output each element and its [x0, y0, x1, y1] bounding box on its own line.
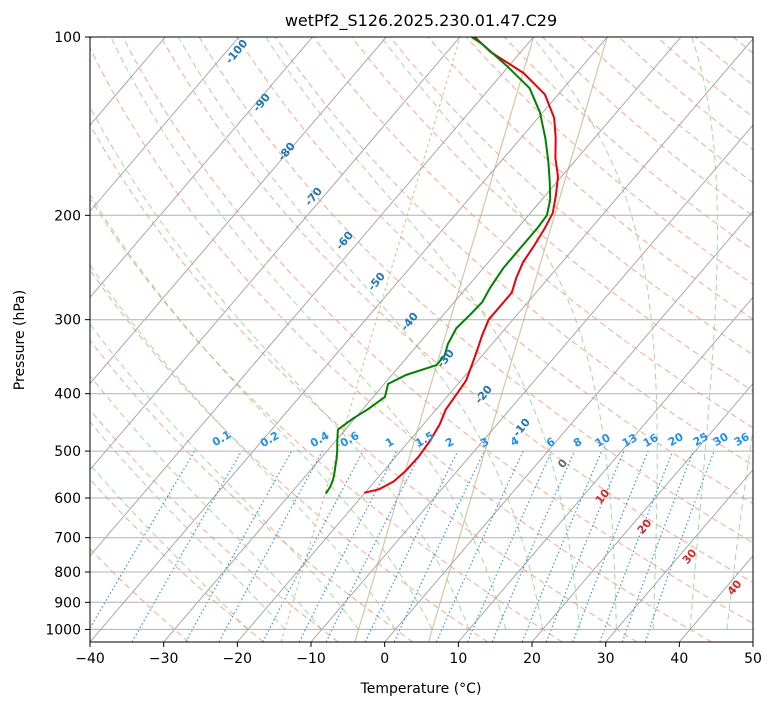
dry-adiabat-line [90, 548, 190, 642]
dry-adiabat-line [90, 269, 488, 642]
moist-adiabat-line [380, 37, 617, 630]
mixing-ratio-line [325, 450, 423, 642]
isotherm-line [310, 124, 753, 642]
mixing-ratio-line [262, 450, 364, 642]
moist-adiabat-line [178, 37, 544, 630]
tan-reference-line [280, 37, 461, 642]
dry-adiabat-line [122, 37, 753, 624]
isotherm-line [90, 37, 240, 212]
isotherm-line [90, 37, 461, 471]
y-tick-label: 100 [54, 30, 81, 46]
temperature-profile-line [363, 37, 559, 494]
x-tick-label: 20 [523, 651, 541, 667]
y-tick-label: 300 [54, 313, 81, 329]
mixing-ratio-line [621, 450, 694, 642]
isotherm-line [236, 38, 753, 642]
isotherm-line [90, 37, 387, 385]
isotherm-line [531, 382, 753, 642]
y-axis: 100 200 300 400 500 600 700 800 900 1000 [45, 30, 90, 638]
y-tick-label: 400 [54, 387, 81, 403]
moist-adiabat-line [90, 421, 286, 630]
isotherm-line [90, 37, 534, 557]
x-tick-label: −30 [149, 651, 179, 667]
dry-adiabat-line [313, 37, 753, 429]
dry-adiabat-line [90, 478, 264, 642]
x-axis: −40 −30 −20 −10 0 10 20 30 40 50 [75, 642, 762, 667]
y-tick-label: 700 [54, 531, 81, 547]
y-axis-label: Pressure (hPa) [12, 290, 28, 390]
y-tick-label: 200 [54, 208, 81, 224]
moist-adiabat-line [90, 374, 323, 630]
isotherm-line [163, 37, 682, 642]
moist-adiabat-line [90, 323, 359, 630]
sounding-series [324, 37, 559, 495]
mixing-ratio-line [185, 450, 293, 642]
y-tick-label: 800 [54, 565, 81, 581]
isotherm-line [90, 37, 313, 299]
x-tick-label: 50 [744, 651, 762, 667]
y-tick-label: 500 [54, 444, 81, 460]
dry-adiabat-line [198, 37, 753, 544]
moist-adiabat-line [90, 463, 249, 630]
dry-adiabat-line [389, 37, 753, 356]
isotherm-line [605, 469, 753, 642]
plot-frame [89, 36, 754, 643]
mixing-ratio-line [644, 450, 715, 642]
x-tick-label: −40 [75, 651, 105, 667]
isotherm-line [90, 37, 608, 642]
x-tick-label: 0 [380, 651, 389, 667]
chart-title: wetPf2_S126.2025.230.01.47.C29 [285, 11, 557, 31]
x-tick-label: −10 [296, 651, 326, 667]
x-axis-label: Temperature (°C) [360, 681, 482, 697]
mixing-ratio-line [521, 450, 603, 642]
dry-adiabat-line [236, 37, 753, 505]
dry-adiabat-line [160, 37, 753, 584]
mixing-ratio-line [218, 450, 323, 642]
mixing-ratio-line [491, 450, 576, 642]
mixing-ratio-line [572, 450, 649, 642]
dewpoint-profile-line [324, 37, 552, 495]
moist-adiabat-line [90, 105, 470, 630]
isotherm-line [457, 296, 753, 642]
moist-adiabat-line [90, 264, 396, 630]
x-tick-label: −20 [223, 651, 253, 667]
isotherm-line [384, 210, 753, 642]
dry-adiabat-line [274, 37, 753, 466]
x-tick-label: 40 [670, 651, 688, 667]
dry-adiabat-line [90, 123, 638, 642]
moist-adiabat-line [110, 37, 507, 630]
moist-adiabat-line [90, 193, 433, 630]
background-lines [90, 37, 753, 642]
moist-adiabat-line [265, 37, 581, 630]
moist-adiabat-line [689, 37, 718, 630]
x-tick-label: 30 [597, 651, 615, 667]
y-tick-label: 900 [54, 595, 81, 611]
mixing-ratio-line [466, 450, 553, 642]
mixing-ratio-line [545, 450, 625, 642]
dry-adiabat-line [351, 37, 753, 392]
tan-reference-line [354, 37, 535, 642]
y-tick-label: 1000 [45, 622, 81, 638]
y-tick-label: 600 [54, 491, 81, 507]
x-tick-label: 10 [449, 651, 467, 667]
moist-adiabat-line [532, 37, 658, 630]
dry-adiabat-line [90, 197, 563, 642]
moist-adiabat-line [726, 426, 753, 630]
tan-reference-line [427, 37, 608, 642]
mixing-ratio-line [599, 450, 674, 642]
